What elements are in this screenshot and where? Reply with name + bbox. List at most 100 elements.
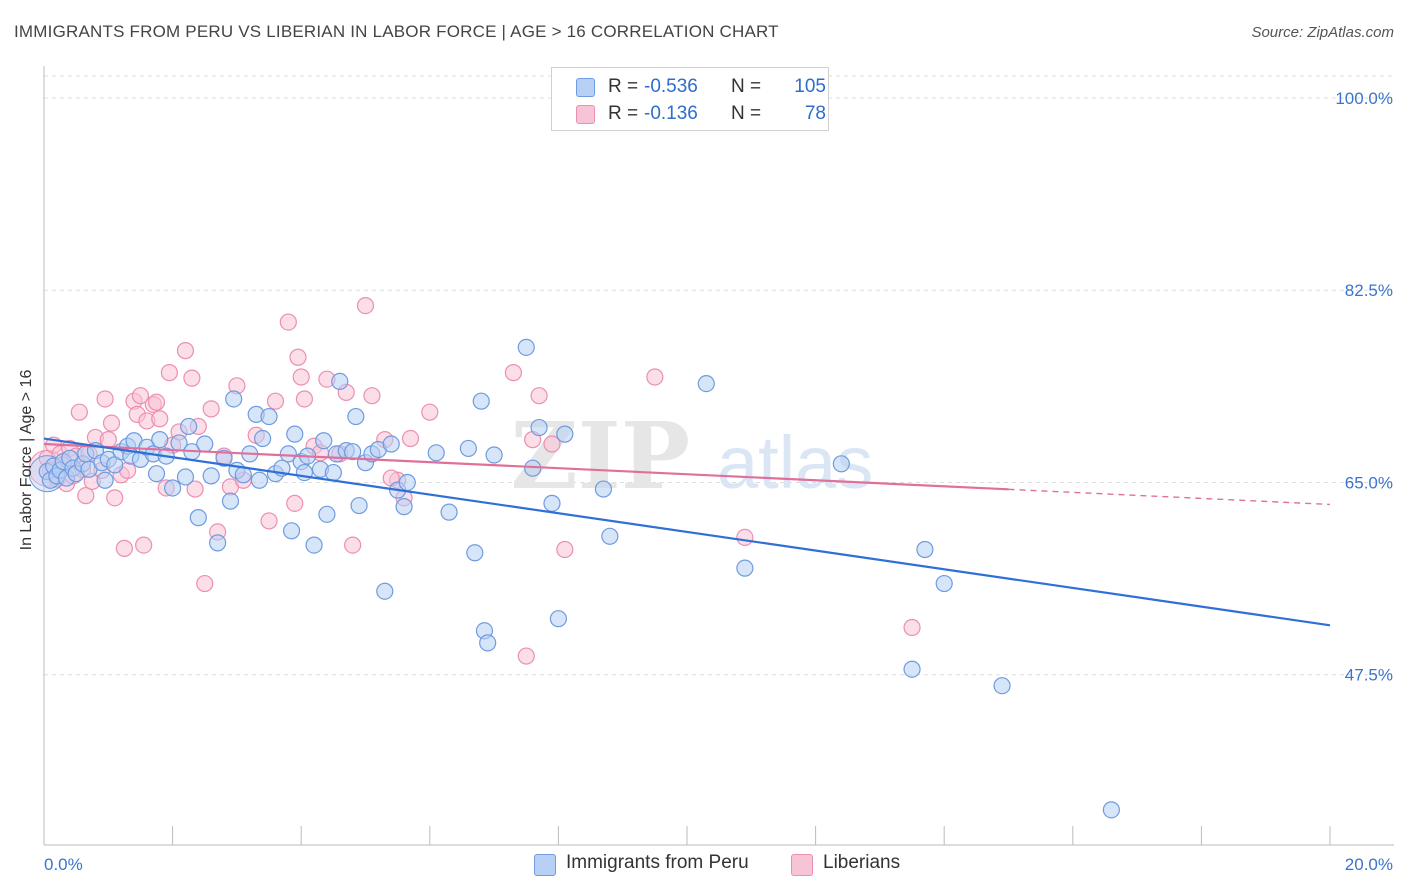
- liberians-point: [202, 400, 220, 418]
- peru-point: [903, 660, 921, 678]
- n-value: 105: [794, 76, 826, 97]
- liberians-point: [421, 403, 439, 421]
- peru-point: [215, 449, 233, 467]
- liberians-point: [77, 487, 95, 505]
- peru-point: [315, 432, 333, 450]
- peru-point: [279, 445, 297, 463]
- liberians-point: [131, 387, 150, 405]
- source-label: Source: ZipAtlas.com: [1251, 24, 1394, 41]
- peru-point: [736, 559, 754, 577]
- peru-point: [286, 425, 304, 443]
- peru-point: [376, 582, 394, 600]
- peru-point: [530, 418, 548, 437]
- liberians-swatch: [576, 105, 595, 124]
- peru-point: [254, 429, 272, 448]
- liberians-point: [401, 429, 420, 448]
- peru-point: [282, 522, 301, 540]
- liberians-point: [530, 387, 548, 405]
- peru-point: [556, 425, 574, 443]
- peru-point: [517, 338, 535, 356]
- correlation-legend: R = -0.536 N = 105 R = -0.136 N = 78: [551, 67, 829, 131]
- peru-point: [427, 444, 445, 462]
- peru-point: [440, 503, 458, 521]
- peru-point: [382, 435, 400, 453]
- peru-point: [324, 463, 342, 482]
- liberians-point: [295, 390, 314, 408]
- peru-point: [209, 534, 227, 552]
- peru-point: [398, 473, 416, 492]
- peru-point: [466, 544, 484, 562]
- r-value: -0.136: [644, 103, 698, 124]
- liberians-point: [504, 364, 522, 382]
- peru-point: [147, 465, 166, 483]
- x-tick-label: 0.0%: [44, 855, 83, 874]
- peru-swatch: [534, 854, 556, 876]
- peru-point: [935, 574, 953, 593]
- liberians-point: [344, 536, 362, 554]
- liberians-point: [292, 368, 310, 386]
- tick-labels: 47.5% 65.0% 82.5% 100.0% 0.0% 20.0%: [44, 89, 1393, 874]
- liberians-point: [356, 297, 375, 315]
- liberians-point: [260, 512, 278, 530]
- peru-point: [180, 417, 198, 436]
- grid-lines: [44, 75, 1394, 676]
- peru-point: [305, 536, 323, 554]
- y-tick-label: 100.0%: [1335, 89, 1393, 108]
- peru-point: [225, 390, 243, 408]
- y-axis-label: In Labor Force | Age > 16: [18, 369, 35, 551]
- r-value: -0.536: [644, 76, 698, 97]
- peru-point: [176, 468, 195, 486]
- y-tick-label: 65.0%: [1345, 473, 1393, 492]
- peru-point: [479, 634, 497, 652]
- peru-point: [832, 455, 850, 473]
- legend-label: Immigrants from Peru: [566, 852, 749, 873]
- peru-point: [697, 375, 715, 393]
- liberians-point: [96, 390, 114, 408]
- liberians-trend-line-dashed: [1008, 488, 1331, 506]
- liberians-point: [106, 489, 124, 507]
- peru-point: [331, 372, 349, 391]
- peru-point: [260, 407, 278, 426]
- n-label: N =: [731, 103, 762, 124]
- liberians-point: [160, 364, 178, 382]
- peru-swatch: [576, 78, 595, 97]
- peru-point: [96, 471, 114, 489]
- x-tick-label: 20.0%: [1345, 855, 1393, 874]
- peru-trend-line: [43, 437, 1331, 627]
- peru-point: [543, 494, 561, 512]
- series-legend: Immigrants from Peru Liberians: [0, 852, 1406, 878]
- y-tick-label: 82.5%: [1345, 281, 1393, 300]
- peru-point: [601, 527, 619, 545]
- liberians-point: [556, 540, 574, 559]
- liberians-point: [183, 369, 201, 387]
- peru-point: [395, 498, 413, 516]
- peru-point: [164, 479, 182, 497]
- liberians-point: [99, 431, 117, 449]
- peru-point: [344, 443, 362, 461]
- peru-point: [472, 392, 490, 410]
- watermark-atlas: atlas: [717, 421, 873, 504]
- liberians-point: [70, 403, 88, 421]
- liberians-point: [176, 342, 195, 360]
- liberians-swatch: [791, 854, 813, 876]
- liberians-point: [279, 313, 297, 331]
- peru-point: [350, 496, 368, 515]
- liberians-point: [363, 387, 381, 405]
- legend-label: Liberians: [823, 852, 901, 873]
- liberians-point: [286, 494, 304, 512]
- n-label: N =: [731, 76, 762, 97]
- peru-point: [202, 467, 220, 485]
- liberians-point: [102, 414, 121, 432]
- liberians-point: [115, 539, 133, 557]
- n-value: 78: [804, 103, 826, 124]
- trend-lines: [43, 437, 1331, 627]
- liberians-point: [147, 393, 166, 411]
- liberians-point: [266, 392, 285, 410]
- y-tick-label: 47.5%: [1345, 666, 1393, 685]
- liberians-point: [646, 368, 664, 386]
- peru-point: [916, 540, 934, 559]
- peru-point: [594, 480, 613, 498]
- peru-point: [250, 471, 269, 489]
- peru-point: [318, 505, 336, 523]
